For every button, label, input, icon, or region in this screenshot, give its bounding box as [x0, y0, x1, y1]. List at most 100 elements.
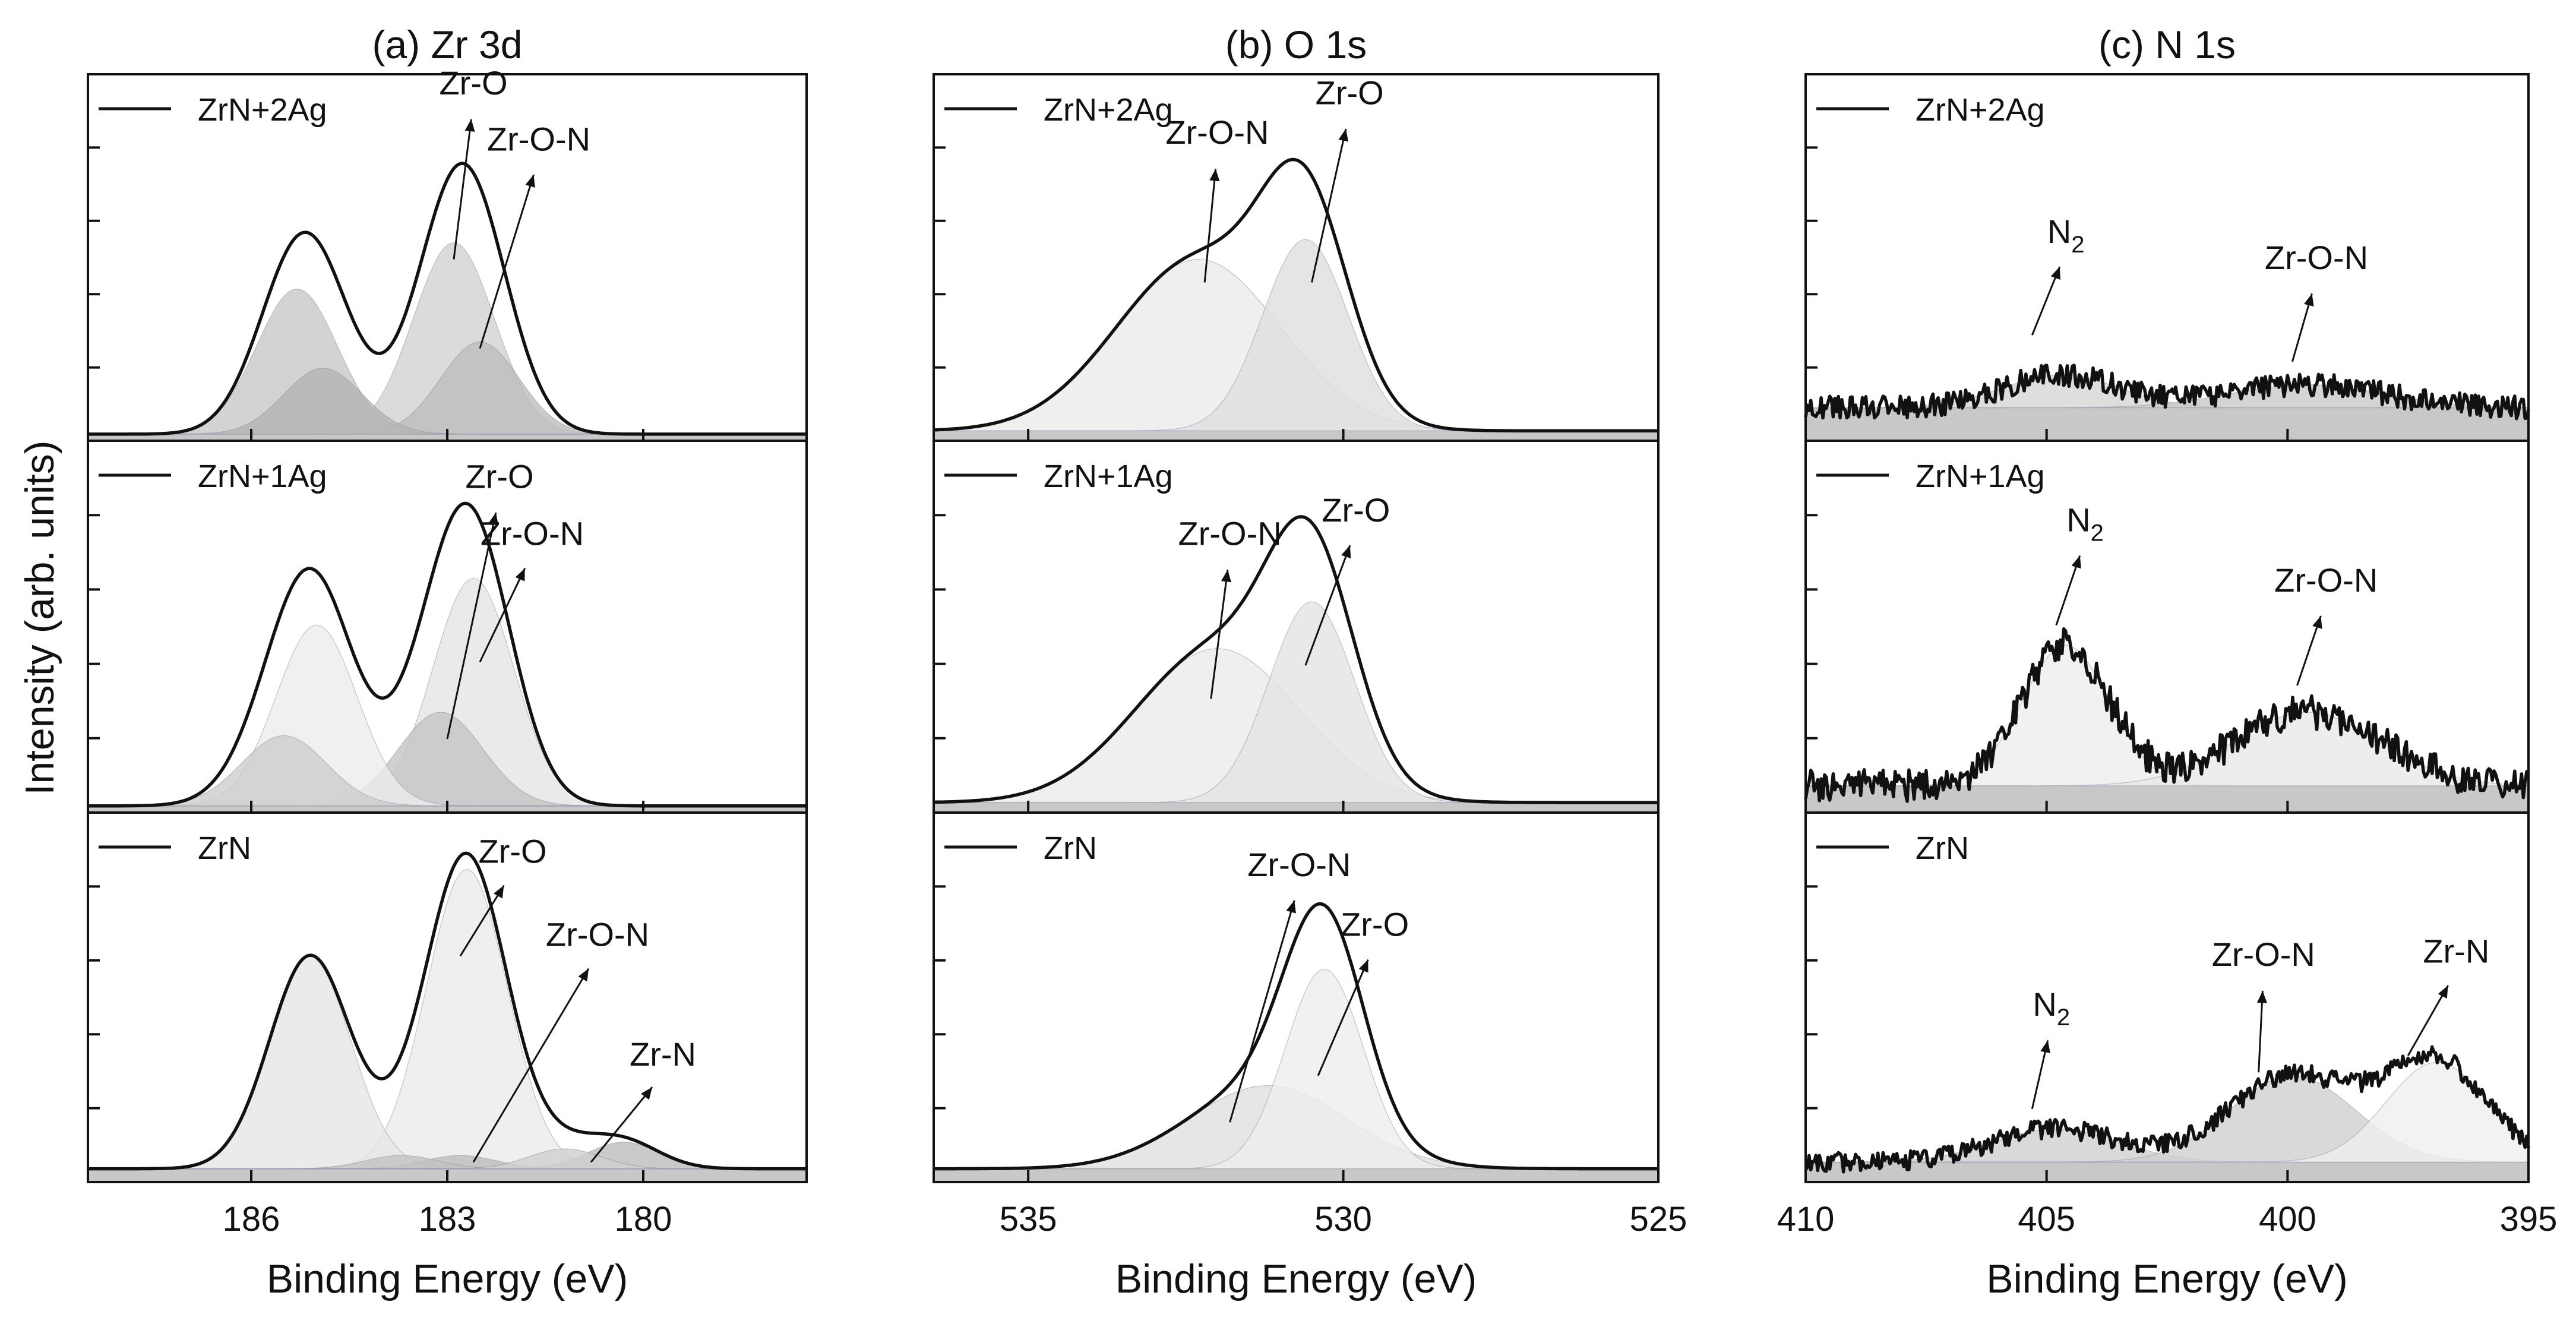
legend-label: ZrN+1Ag: [1916, 459, 2045, 494]
annotation-arrowhead: [1209, 169, 1220, 182]
background-baseline: [934, 431, 1658, 441]
envelope-curve: [1804, 364, 2530, 421]
component-zr-3d3-2-zr-n: [87, 1148, 807, 1170]
annotation-arrowhead: [1341, 545, 1351, 559]
annotation-arrow: [459, 884, 505, 957]
component-zr-3d5-2-zr-o: [87, 869, 807, 1170]
annotation-arrow: [2055, 555, 2081, 625]
x-tick-label: 400: [2259, 1200, 2316, 1238]
envelope-curve: [1804, 1045, 2530, 1174]
annotation-label: Zr-O: [1316, 74, 1384, 112]
annotation-arrow: [479, 568, 526, 663]
annotation-label: Zr-O: [465, 458, 533, 495]
annotation-label: Zr-O-N: [2274, 561, 2378, 599]
annotation-arrowhead: [515, 568, 525, 582]
annotation-arrowhead: [2071, 555, 2081, 569]
annotation-arrowhead: [2050, 266, 2060, 280]
subplot-zrn: ZrN Zr-O-N Zr-O: [933, 811, 1660, 1183]
annotation-label: Zr-O: [1322, 491, 1390, 529]
subplot-zrn-plus-1ag: ZrN+1Ag N2 Zr-O-N: [1804, 440, 2530, 814]
annotation-label: Zr-O-N: [1178, 514, 1282, 552]
annotation-arrow: [479, 174, 535, 349]
annotation-label: N2: [2033, 985, 2070, 1031]
subplot-zrn-plus-1ag: ZrN+1Ag Zr-O Zr-O-N: [87, 440, 808, 814]
subplot-zrn: ZrN Zr-O Zr-O-N Zr-N: [87, 811, 808, 1183]
annotation-label: Zr-O: [1341, 906, 1409, 943]
annotation-label: Zr-O-N: [1247, 846, 1351, 883]
annotation-arrowhead: [2256, 991, 2268, 1003]
x-tick-label: 180: [615, 1200, 672, 1238]
annotation-label: Zr-N: [2423, 933, 2489, 970]
envelope-curve: [88, 501, 807, 808]
annotation-arrow: [1317, 959, 1369, 1076]
annotation-arrow: [2031, 266, 2061, 336]
annotation-arrowhead: [2304, 293, 2314, 307]
plot-frame: [1804, 811, 2530, 1183]
envelope-curve: [934, 515, 1658, 804]
annotation-arrow: [1203, 168, 1217, 283]
annotation-label: Zr-O-N: [2212, 936, 2315, 973]
annotation-arrowhead: [641, 1087, 653, 1100]
y-axis-label: Intensity (arb. units): [17, 440, 62, 795]
x-axis-label: Binding Energy (eV): [1986, 1256, 2348, 1301]
legend-label: ZrN: [1044, 830, 1097, 866]
background-baseline: [1806, 407, 2528, 441]
plot-frame: [1804, 73, 2530, 442]
component-zr-3d5-2-zr-o-n: [87, 712, 807, 807]
legend-label: ZrN+2Ag: [198, 92, 327, 128]
annotation-arrowhead: [464, 119, 475, 132]
annotation-arrow: [453, 119, 472, 260]
x-tick-label: 535: [1000, 1200, 1057, 1238]
x-tick-label: 525: [1630, 1200, 1687, 1238]
annotation-arrow: [2407, 985, 2449, 1057]
x-tick-label: 405: [2018, 1200, 2075, 1238]
x-axis-label: Binding Energy (eV): [267, 1256, 628, 1301]
annotation-label: Zr-O-N: [487, 120, 590, 157]
legend-label: ZrN: [1916, 830, 1969, 866]
annotation-arrow: [2296, 615, 2322, 686]
envelope-curve: [88, 162, 807, 436]
annotation-arrowhead: [2040, 1040, 2050, 1054]
annotation-label: Zr-O-N: [546, 916, 649, 953]
panel-title: (c) N 1s: [2098, 23, 2236, 67]
subplot-zrn: ZrN N2 Zr-O-N Zr-N: [1804, 811, 2530, 1183]
background-baseline: [934, 1168, 1658, 1182]
annotation-label: Zr-O-N: [481, 514, 584, 552]
annotation-arrowhead: [1358, 959, 1368, 973]
legend-label: ZrN+2Ag: [1044, 92, 1173, 128]
component-zr-n: [1805, 1061, 2529, 1163]
annotation-arrow: [472, 968, 590, 1163]
annotation-arrow: [446, 512, 497, 740]
annotation-arrowhead: [1221, 570, 1231, 583]
component-zr-o: [933, 969, 1659, 1170]
annotation-arrowhead: [2312, 615, 2322, 629]
annotation-label: N2: [2047, 213, 2085, 258]
annotation-arrowhead: [1286, 900, 1296, 914]
annotation-label: Zr-O: [439, 64, 507, 102]
legend-label: ZrN+1Ag: [198, 459, 327, 494]
subplot-zrn-plus-2ag: ZrN+2Ag Zr-O Zr-O-N: [87, 64, 808, 442]
x-tick-label: 530: [1314, 1200, 1372, 1238]
annotation-label: Zr-O-N: [1165, 113, 1269, 151]
background-baseline: [1806, 785, 2528, 813]
annotation-arrow: [1210, 569, 1229, 699]
panel-title: (b) O 1s: [1225, 23, 1367, 67]
annotation-arrow: [590, 1086, 653, 1163]
annotation-arrowhead: [2438, 985, 2448, 999]
annotation-arrowhead: [525, 175, 535, 188]
x-tick-label: 410: [1777, 1200, 1835, 1238]
panel-title: (a) Zr 3d: [372, 23, 522, 67]
component-zr-o: [933, 601, 1659, 803]
annotation-arrow: [1311, 128, 1347, 283]
x-axis-label: Binding Energy (eV): [1115, 1256, 1477, 1301]
legend-label: ZrN+1Ag: [1044, 459, 1173, 494]
legend-label: ZrN: [198, 830, 251, 866]
envelope-curve: [934, 902, 1658, 1171]
annotation-arrowhead: [488, 512, 499, 526]
subplot-zrn-plus-2ag: ZrN+2Ag N2 Zr-O-N: [1804, 73, 2530, 442]
